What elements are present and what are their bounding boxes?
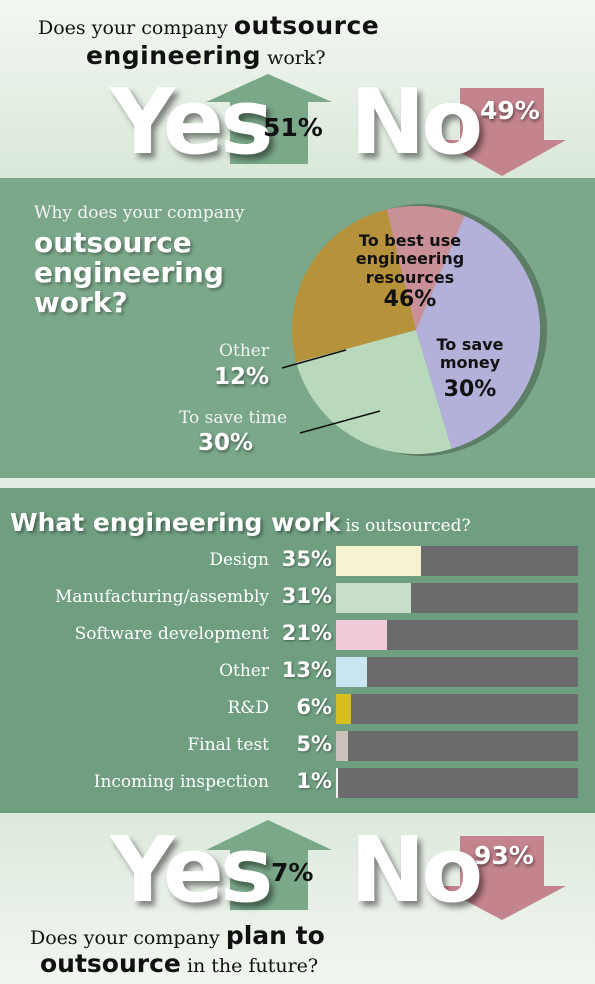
bar-fill [336,731,348,761]
slice1-line3: resources [365,267,455,287]
bar-track [336,657,578,687]
bar-track [336,731,578,761]
bar-track [336,694,578,724]
yes-up-arrow-icon [206,74,332,164]
other-leader-line [281,349,347,369]
slice2-line2: money [439,353,501,373]
section-divider [0,478,595,488]
bar-label: Final test [187,735,269,755]
bar-track [336,583,578,613]
time-pct: 30% [198,430,254,456]
bar-fill [336,620,387,650]
bottom-yes-word: Yes [110,818,274,923]
bars-title-bold: What engineering work [10,508,341,537]
bar-pct: 13% [281,658,332,682]
top-yes-word: Yes [110,70,274,175]
bars-title: What engineering work is outsourced? [10,508,471,537]
bar-pct: 21% [281,621,332,645]
other-label: Other [219,341,269,361]
top-arrows [206,74,566,176]
pie-question-big1: outsource [34,226,192,259]
bar-fill [336,657,367,687]
bar-label: Manufacturing/assembly [55,587,269,607]
bottom-question-post: in the future? [186,955,319,977]
slice-save-time [292,209,416,363]
top-yes-pct: 51% [263,113,323,142]
slice1-pct: 46% [383,287,437,313]
slice-best-use-resources [416,215,540,449]
slice1-line1: To best use [358,231,462,250]
bar-label: Incoming inspection [93,772,269,792]
slice-other [386,206,465,330]
slice2-label: To save money 30% [420,335,520,402]
pie-question-small: Why does your company [34,203,245,223]
pie-question-big3: work? [34,286,128,319]
bottom-yes-pct: 7% [271,858,314,887]
top-question-line2: engineering work? [86,42,326,70]
bar-pct: 31% [281,584,332,608]
slice2-line1: To save [436,335,504,354]
slice1-line2: engineering [355,249,465,269]
bar-row: Software development 21% [0,620,595,650]
pie-question-big2: engineering [34,256,224,289]
bar-row: Manufacturing/assembly 31% [0,583,595,613]
bar-row: Final test 5% [0,731,595,761]
bottom-arrows [206,820,566,920]
bar-fill [336,583,411,613]
bottom-no-word: No [350,818,483,923]
bottom-question-bold2: outsource [40,949,181,978]
bar-label: Other [219,661,269,681]
pie-chart [281,204,547,456]
bar-fill [336,546,421,576]
future-yes-up-arrow-icon [206,820,332,910]
top-no-pct: 49% [480,96,540,125]
bar-label: Software development [74,624,269,644]
top-question-pre: Does your company [38,17,228,39]
bottom-question-line2: outsource in the future? [40,950,318,978]
bottom-question-bold1: plan to [225,921,325,950]
bar-pct: 5% [296,732,332,756]
time-label: To save time [178,408,288,428]
other-pct: 12% [214,364,270,390]
bars-title-regular: is outsourced? [345,516,471,536]
no-down-arrow-icon [438,88,566,176]
top-question-bold2: engineering [86,41,262,70]
future-no-down-arrow-icon [438,836,566,920]
bar-fill [336,768,338,798]
bar-pct: 1% [296,769,332,793]
bar-label: R&D [227,698,269,718]
bar-fill [336,694,351,724]
bottom-question-line1: Does your company plan to [30,922,325,950]
bar-track [336,546,578,576]
bar-pct: 35% [281,547,332,571]
slice1-label: To best use engineering resources 46% [330,231,490,313]
bottom-no-pct: 93% [474,841,534,870]
bar-row: Design 35% [0,546,595,576]
bar-row: Other 13% [0,657,595,687]
bar-track [336,620,578,650]
bar-label: Design [209,550,269,570]
time-leader-line [299,410,381,434]
top-question-post: work? [267,47,326,69]
bar-row: R&D 6% [0,694,595,724]
slice2-pct: 30% [443,376,497,402]
top-question-bold1: outsource [233,11,380,40]
top-no-word: No [350,70,483,175]
top-question-line1: Does your company outsource [38,12,379,40]
bar-pct: 6% [296,695,332,719]
bottom-question-pre: Does your company [30,927,220,949]
bar-row: Incoming inspection 1% [0,768,595,798]
bar-track [336,768,578,798]
